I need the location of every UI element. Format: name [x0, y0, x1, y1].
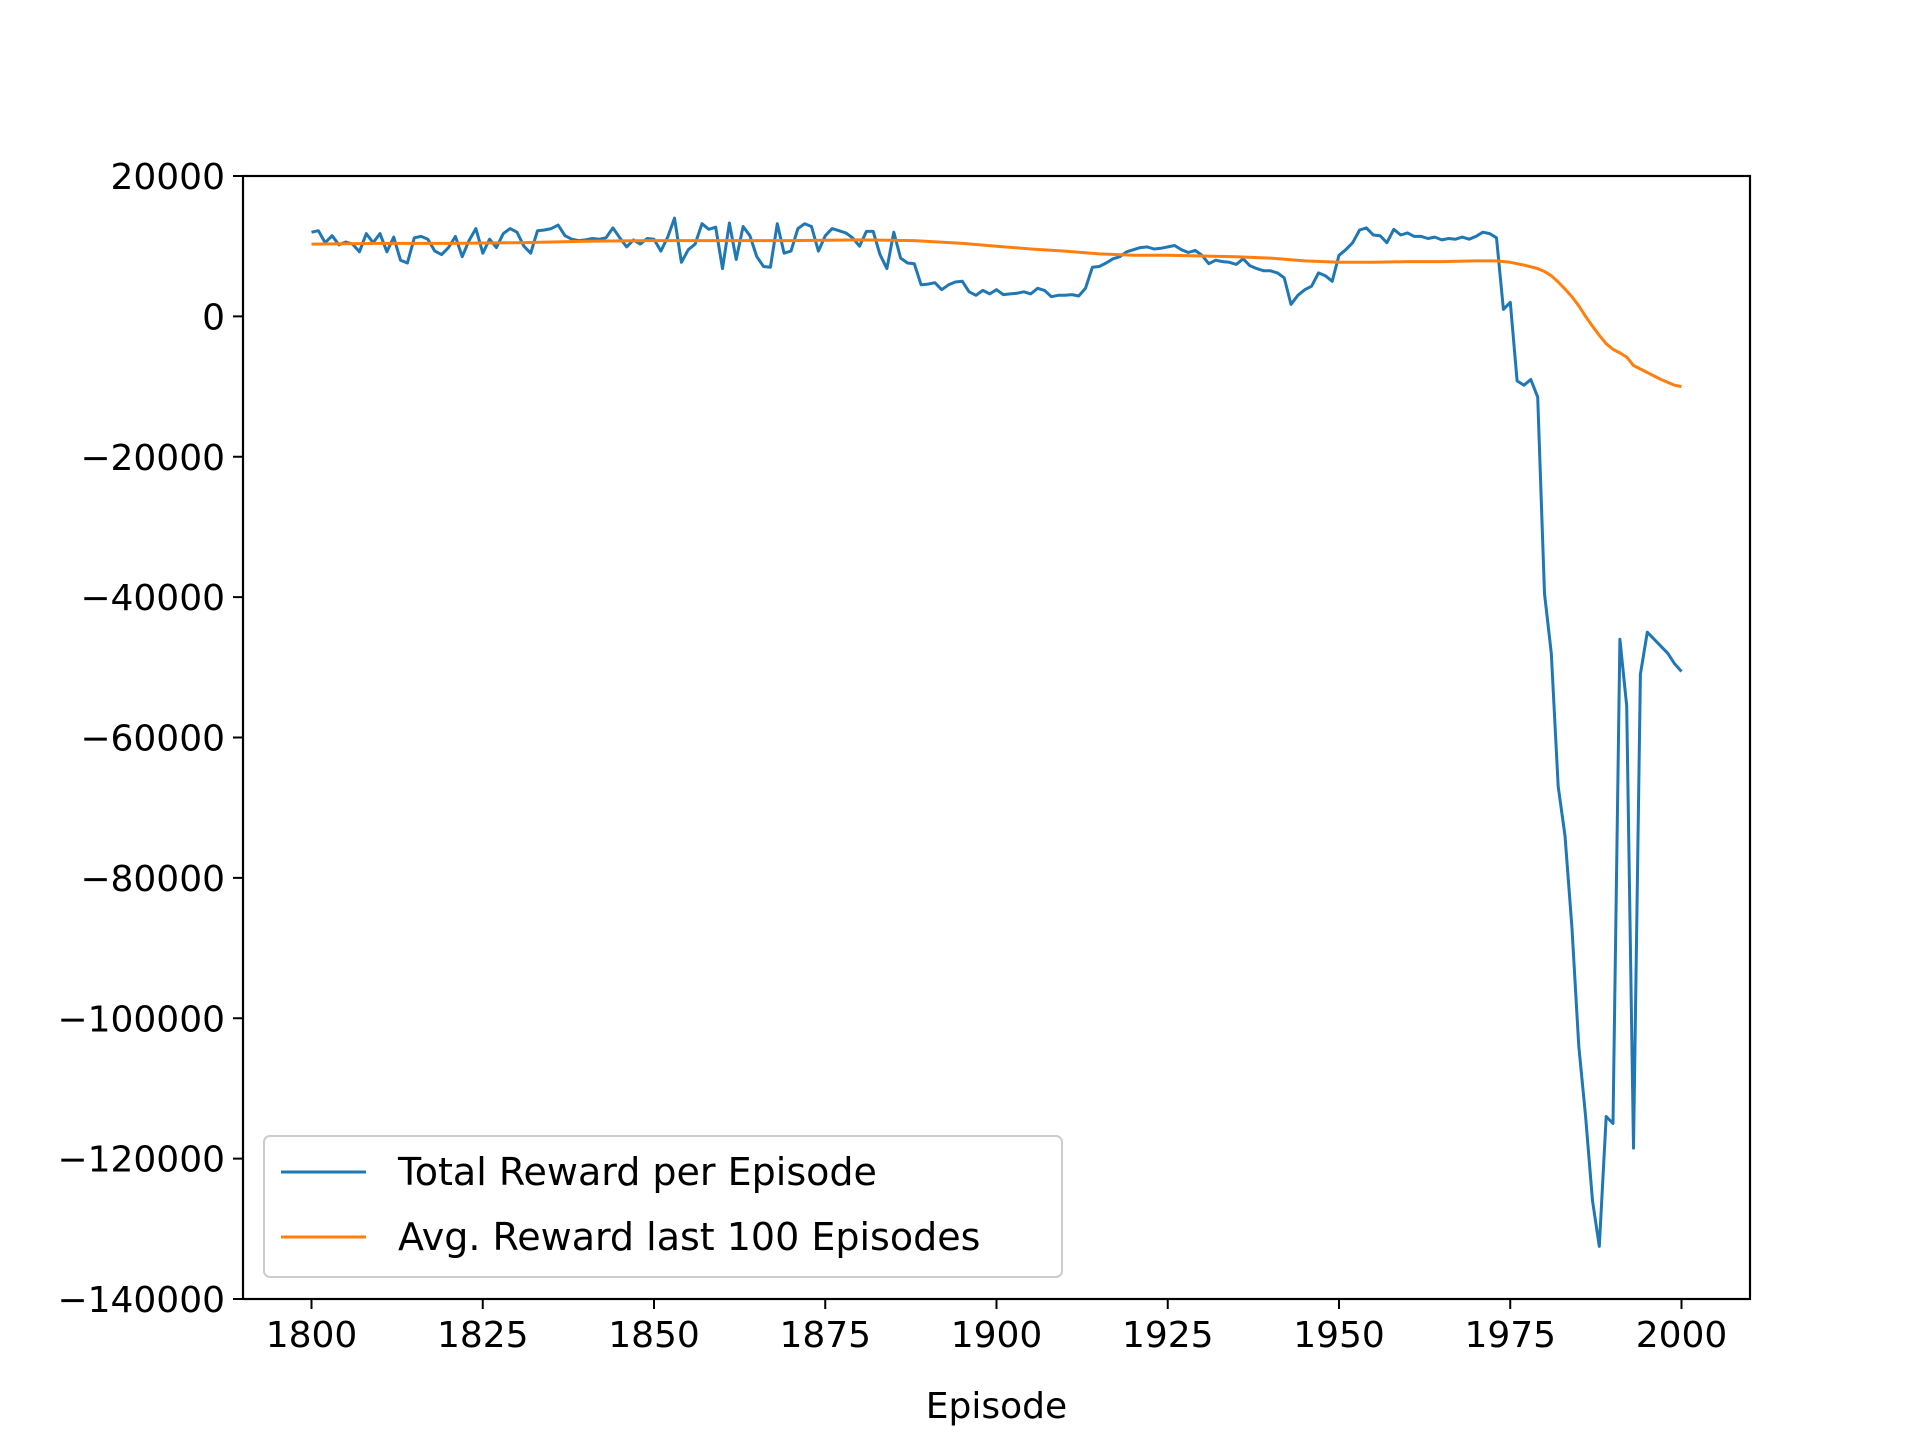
- x-tick-label: 1875: [779, 1315, 871, 1356]
- y-tick-label: 20000: [110, 157, 225, 198]
- y-tick-label: 0: [202, 297, 225, 338]
- x-tick-label: 2000: [1636, 1315, 1728, 1356]
- series-layer: [311, 216, 1683, 1248]
- y-tick-label: −60000: [80, 719, 225, 760]
- x-tick-label: 1850: [608, 1315, 700, 1356]
- y-tick-label: −40000: [80, 578, 225, 619]
- x-tick-label: 1975: [1464, 1315, 1556, 1356]
- y-tick-label: −20000: [80, 438, 225, 479]
- y-axis: 20000 0 −20000 −40000 −60000 −80000 −100000 −12…: [57, 157, 243, 1321]
- x-tick-label: 1950: [1293, 1315, 1385, 1356]
- legend-label-avg-reward: Avg. Reward last 100 Episodes: [398, 1215, 980, 1259]
- x-tick-label: 1925: [1122, 1315, 1214, 1356]
- x-tick-label: 1825: [437, 1315, 529, 1356]
- x-axis: 1800 1825 1850 1875 1900 1925 1950 1975 2000: [266, 1299, 1728, 1356]
- legend-label-total-reward: Total Reward per Episode: [397, 1150, 877, 1194]
- y-tick-label: −140000: [57, 1280, 225, 1321]
- y-tick-label: −80000: [80, 859, 225, 900]
- x-tick-label: 1800: [266, 1315, 358, 1356]
- y-tick-label: −100000: [57, 999, 225, 1040]
- x-tick-label: 1900: [951, 1315, 1043, 1356]
- series-line-avg-reward: [311, 238, 1682, 389]
- y-tick-label: −120000: [57, 1140, 225, 1181]
- series-line-total-reward: [311, 216, 1683, 1248]
- x-axis-label: Episode: [926, 1386, 1067, 1427]
- legend-box: [263, 1135, 1063, 1278]
- legend: Total Reward per Episode Avg. Reward las…: [263, 1135, 1063, 1278]
